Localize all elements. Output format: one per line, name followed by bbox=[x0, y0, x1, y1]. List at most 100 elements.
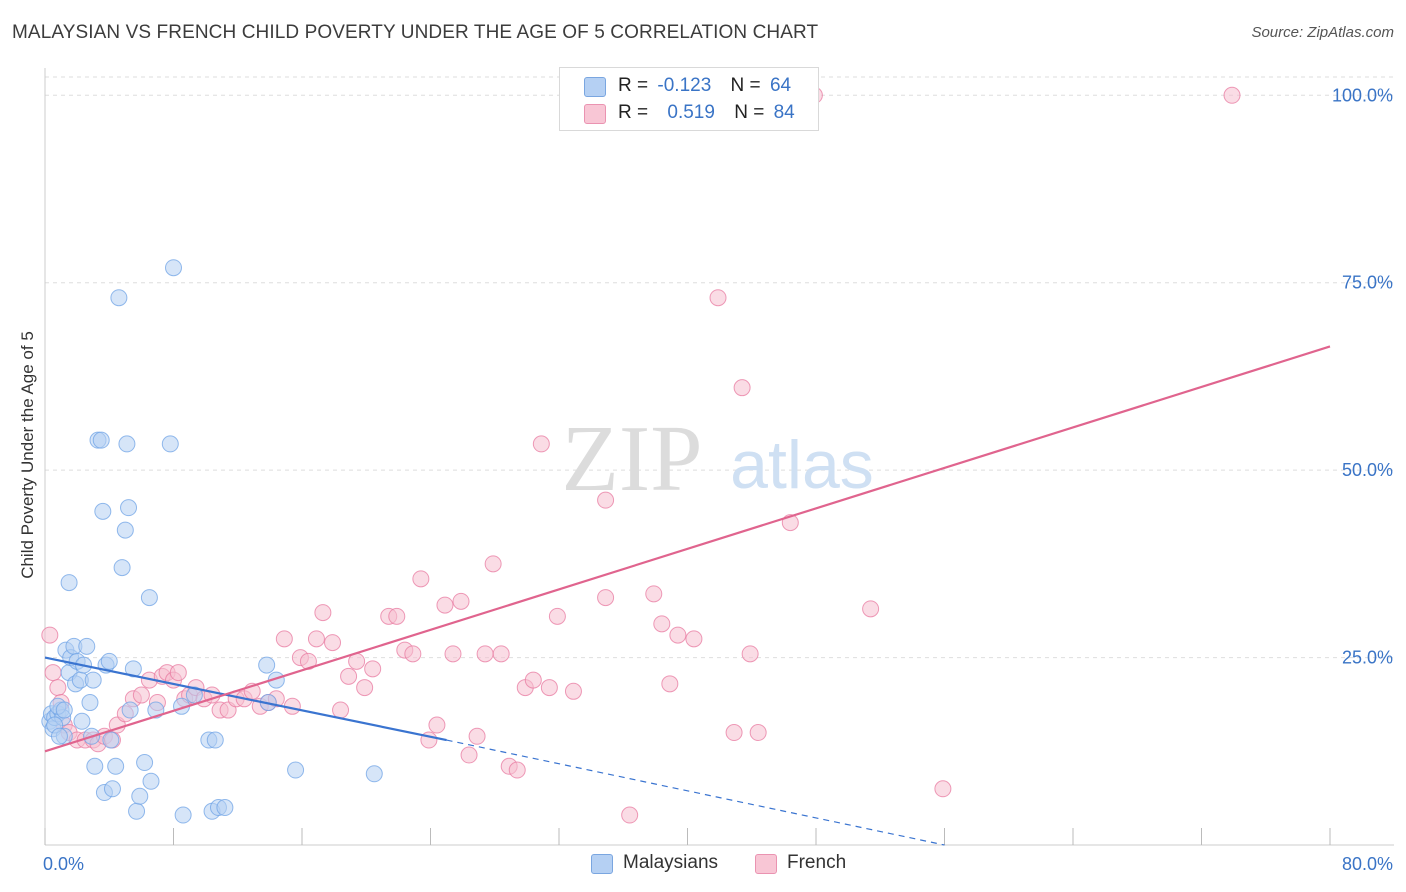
x-tick-label: 80.0% bbox=[1342, 854, 1393, 874]
trend-line-malaysians bbox=[44, 656, 447, 742]
data-point bbox=[492, 645, 510, 663]
data-point bbox=[444, 645, 462, 663]
data-point bbox=[169, 664, 187, 682]
data-point bbox=[741, 645, 759, 663]
data-point bbox=[356, 679, 374, 697]
data-point bbox=[142, 772, 160, 790]
bottom-legend-swatch-malaysians bbox=[591, 854, 613, 874]
legend-swatch-french bbox=[584, 104, 606, 124]
trend-line-malaysians-extension bbox=[446, 739, 945, 846]
data-point bbox=[934, 780, 952, 798]
data-point bbox=[332, 701, 350, 719]
data-point bbox=[725, 724, 743, 742]
legend-n-label: N = bbox=[730, 75, 761, 96]
data-point bbox=[110, 289, 128, 307]
data-point bbox=[685, 630, 703, 648]
data-point bbox=[287, 761, 305, 779]
data-point bbox=[314, 604, 332, 622]
grid-lines bbox=[45, 76, 1394, 659]
bottom-legend-swatch-french bbox=[755, 854, 777, 874]
data-point bbox=[862, 600, 880, 618]
series-malaysians bbox=[41, 259, 383, 824]
data-point bbox=[436, 596, 454, 614]
data-point bbox=[669, 626, 687, 644]
data-point bbox=[78, 637, 96, 655]
chart-title: MALAYSIAN VS FRENCH CHILD POVERTY UNDER … bbox=[12, 22, 819, 43]
watermark-atlas: atlas bbox=[730, 427, 874, 503]
legend-swatch-malaysians bbox=[584, 77, 606, 97]
data-point bbox=[41, 626, 59, 644]
data-point bbox=[55, 701, 73, 719]
watermark: ZIP atlas bbox=[562, 407, 874, 511]
data-point bbox=[412, 570, 430, 588]
data-point bbox=[388, 607, 406, 625]
data-point bbox=[50, 727, 68, 745]
legend-r-value: 0.519 bbox=[667, 102, 715, 123]
data-point bbox=[44, 664, 62, 682]
axes bbox=[44, 68, 1394, 846]
data-point bbox=[597, 491, 615, 509]
y-tick-label: 25.0% bbox=[1342, 648, 1393, 668]
data-point bbox=[84, 671, 102, 689]
legend-text-french: R = 0.519 N = 84 bbox=[618, 102, 795, 124]
data-point bbox=[258, 656, 276, 674]
data-point bbox=[128, 802, 146, 820]
data-point bbox=[103, 780, 121, 798]
data-point bbox=[185, 686, 203, 704]
data-point bbox=[532, 435, 550, 453]
legend-n-label: N = bbox=[734, 102, 765, 123]
x-tick-label: 0.0% bbox=[43, 854, 84, 874]
data-point bbox=[621, 806, 639, 824]
bottom-legend-label-french: French bbox=[787, 852, 847, 873]
data-point bbox=[92, 431, 110, 449]
tick-labels: 25.0% 50.0% 75.0% 100.0% 0.0% 80.0% bbox=[43, 85, 1393, 874]
trend-line-french bbox=[44, 345, 1331, 753]
bottom-legend-label-malaysians: Malaysians bbox=[623, 852, 719, 873]
data-point bbox=[661, 675, 679, 693]
data-point bbox=[131, 787, 149, 805]
data-point bbox=[749, 724, 767, 742]
data-point bbox=[468, 727, 486, 745]
data-point bbox=[508, 761, 526, 779]
chart-source: Source: ZipAtlas.com bbox=[1251, 24, 1394, 41]
data-point bbox=[81, 694, 99, 712]
data-point bbox=[132, 686, 150, 704]
data-point bbox=[86, 757, 104, 775]
data-point bbox=[452, 592, 470, 610]
data-point bbox=[324, 634, 342, 652]
data-point bbox=[597, 589, 615, 607]
data-point bbox=[476, 645, 494, 663]
legend-text-malaysians: R = -0.123 N = 64 bbox=[618, 75, 791, 97]
legend-n-value: 84 bbox=[773, 102, 795, 123]
data-point bbox=[340, 667, 358, 685]
legend-r-label: R = bbox=[618, 102, 649, 123]
data-point bbox=[275, 630, 293, 648]
data-point bbox=[645, 585, 663, 603]
data-point bbox=[161, 435, 179, 453]
data-point bbox=[460, 746, 478, 764]
data-point bbox=[206, 731, 224, 749]
data-point bbox=[564, 682, 582, 700]
data-point bbox=[524, 671, 542, 689]
data-point bbox=[94, 502, 112, 520]
data-point bbox=[113, 559, 131, 577]
data-point bbox=[102, 731, 120, 749]
data-point bbox=[140, 589, 158, 607]
data-point bbox=[307, 630, 325, 648]
trend-lines bbox=[44, 345, 1331, 846]
data-point bbox=[49, 679, 67, 697]
data-point bbox=[118, 435, 136, 453]
data-point bbox=[428, 716, 446, 734]
data-point bbox=[548, 607, 566, 625]
data-point bbox=[540, 679, 558, 697]
legend: R = -0.123 N = 64 R = 0.519 N = 84 bbox=[559, 67, 819, 131]
data-point bbox=[733, 379, 751, 397]
data-point bbox=[484, 555, 502, 573]
y-tick-label: 50.0% bbox=[1342, 460, 1393, 480]
data-point bbox=[364, 660, 382, 678]
data-point bbox=[121, 701, 139, 719]
data-point bbox=[107, 757, 125, 775]
data-point bbox=[174, 806, 192, 824]
y-tick-label: 75.0% bbox=[1342, 273, 1393, 293]
data-point bbox=[709, 289, 727, 307]
